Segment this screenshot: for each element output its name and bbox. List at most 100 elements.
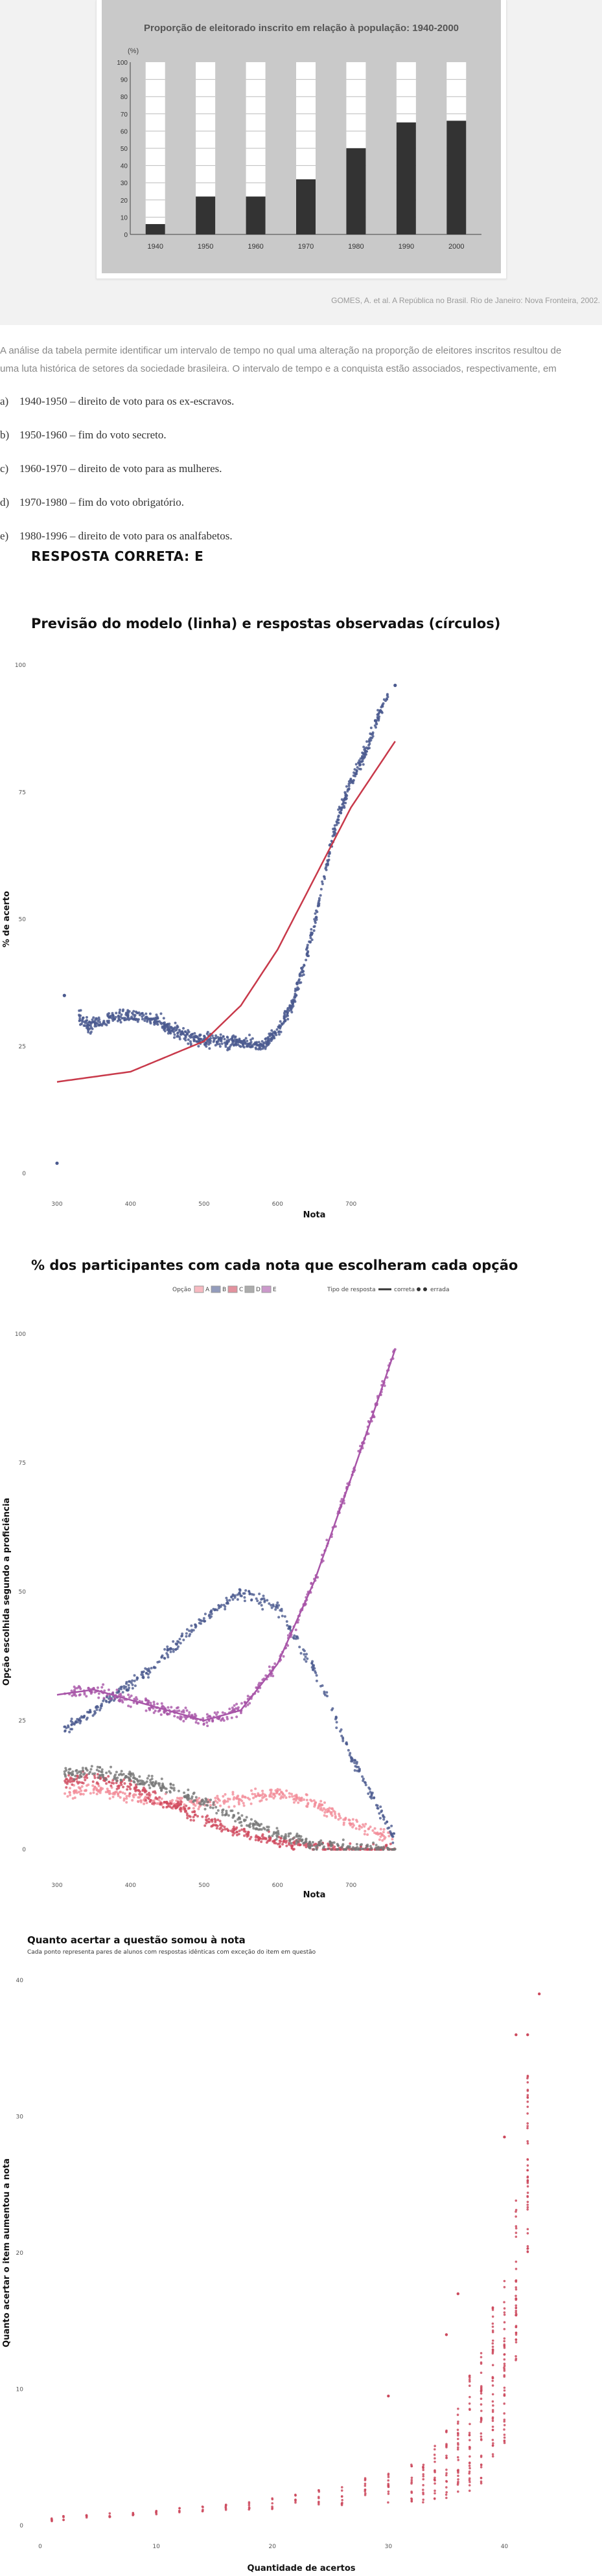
option-a[interactable]: a) 1940-1950 – direito de voto para os ex… — [0, 395, 234, 408]
option-point-d — [147, 1774, 150, 1778]
option-point-a — [134, 1793, 137, 1796]
option-point-e — [381, 1380, 384, 1383]
option-point-d — [326, 1847, 329, 1851]
option-point-b — [281, 1614, 284, 1618]
option-point-d — [98, 1774, 101, 1777]
observed-point — [112, 1017, 115, 1021]
observed-point — [91, 1027, 94, 1030]
score-gain-point — [318, 2496, 320, 2500]
option-point-d — [160, 1789, 163, 1792]
option-d[interactable]: d) 1970-1980 – fim do voto obrigatório. — [0, 496, 184, 509]
option-point-d — [190, 1797, 193, 1800]
score-gain-point — [248, 2503, 251, 2507]
observed-point — [145, 1015, 148, 1019]
option-point-d — [136, 1783, 139, 1786]
option-point-b — [131, 1679, 134, 1682]
score-gain-point — [469, 2395, 471, 2399]
option-point-c — [69, 1780, 72, 1783]
observed-point — [62, 993, 66, 997]
observed-point — [95, 1017, 98, 1021]
observed-point — [297, 987, 300, 990]
option-point-b — [263, 1599, 266, 1602]
score-gain-point — [155, 2511, 157, 2514]
observed-point — [195, 1040, 198, 1043]
option-point-a — [131, 1799, 134, 1802]
option-point-d — [141, 1783, 144, 1786]
observed-point — [232, 1034, 235, 1037]
bar-chart: Proporção de eleitorado inscrito em rela… — [102, 0, 501, 273]
option-point-c — [86, 1773, 89, 1776]
score-gain-point — [503, 2313, 506, 2316]
option-point-d — [116, 1776, 119, 1779]
option-point-c — [149, 1798, 152, 1802]
option-point-a — [261, 1789, 264, 1792]
option-point-e — [273, 1662, 277, 1666]
option-point-d — [255, 1821, 258, 1824]
observed-point — [185, 1032, 189, 1035]
option-point-e — [205, 1721, 209, 1724]
option-point-a — [391, 1838, 394, 1841]
observed-point — [361, 754, 364, 758]
option-point-b — [185, 1634, 188, 1638]
option-point-b — [70, 1723, 73, 1726]
option-b[interactable]: b) 1950-1960 – fim do voto secreto. — [0, 429, 167, 442]
option-point-b — [277, 1616, 281, 1619]
option-point-b — [228, 1599, 231, 1602]
option-point-a — [351, 1822, 354, 1825]
legend-title: Tipo de resposta — [327, 1287, 376, 1293]
score-gain-point — [491, 2384, 494, 2387]
score-gain-point — [503, 2402, 506, 2405]
score-gain-point — [526, 2158, 529, 2161]
option-point-d — [216, 1809, 220, 1812]
option-point-d — [329, 1844, 332, 1847]
observed-point — [134, 1018, 137, 1021]
option-point-c — [108, 1780, 111, 1783]
observed-point — [307, 950, 310, 953]
option-point-a — [278, 1792, 281, 1796]
option-point-e — [264, 1674, 268, 1677]
observed-point — [95, 1024, 98, 1028]
observed-point — [279, 1030, 283, 1034]
option-c[interactable]: c) 1960-1970 – direito de voto para as mu… — [0, 462, 222, 475]
option-point-a — [139, 1799, 143, 1802]
option-point-a — [302, 1798, 305, 1802]
option-point-b — [386, 1827, 389, 1830]
option-point-e — [202, 1722, 205, 1725]
option-point-e — [237, 1706, 240, 1709]
option-point-c — [220, 1829, 224, 1833]
option-point-a — [334, 1816, 337, 1820]
observed-point — [243, 1039, 246, 1042]
option-point-d — [252, 1827, 255, 1830]
option-point-c — [191, 1811, 194, 1814]
option-point-d — [246, 1824, 249, 1827]
option-point-a — [68, 1791, 71, 1794]
option-point-a — [243, 1796, 246, 1799]
option-point-d — [121, 1773, 124, 1776]
option-point-b — [296, 1636, 299, 1640]
option-point-a — [196, 1798, 199, 1802]
option-point-b — [382, 1818, 386, 1821]
option-e[interactable]: e) 1980-1996 – direito de voto para os an… — [0, 530, 233, 543]
observed-point — [316, 910, 319, 914]
option-point-c — [206, 1814, 209, 1817]
option-letter: d) — [0, 496, 10, 508]
option-point-a — [227, 1805, 231, 1809]
observed-point — [167, 1032, 170, 1035]
option-point-d — [80, 1772, 83, 1775]
score-gain-point — [491, 2339, 494, 2342]
option-point-d — [81, 1767, 84, 1770]
observed-point — [266, 1037, 270, 1040]
score-gain-point — [271, 2497, 273, 2500]
observed-point — [106, 1014, 110, 1017]
option-point-b — [130, 1681, 133, 1684]
option-point-b — [256, 1599, 259, 1603]
option-point-e — [235, 1702, 238, 1706]
score-gain-point — [491, 2400, 494, 2403]
option-point-a — [240, 1799, 244, 1802]
option-point-b — [140, 1671, 143, 1674]
option-point-a — [242, 1804, 246, 1807]
score-gain-point — [433, 2454, 436, 2456]
option-point-c — [290, 1847, 294, 1850]
option-point-a — [387, 1831, 390, 1835]
observed-point — [340, 798, 343, 801]
